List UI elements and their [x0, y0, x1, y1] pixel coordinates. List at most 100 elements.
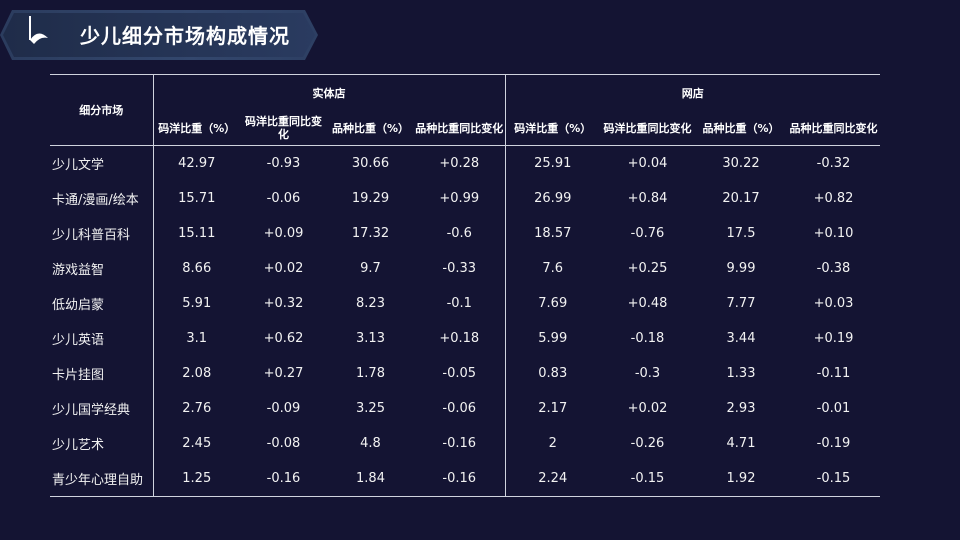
value-cell: 9.99 — [726, 261, 756, 276]
value-cell: +0.02 — [263, 261, 304, 276]
value-cell: -0.3 — [634, 366, 661, 381]
value-cell: 4.8 — [360, 436, 381, 451]
value-cell: +0.82 — [813, 191, 854, 206]
value-cell: +0.48 — [627, 296, 668, 311]
value-cell: -0.6 — [414, 216, 506, 251]
value-cell: +0.09 — [263, 226, 304, 241]
market-name-cell: 少儿科普百科 — [50, 216, 154, 251]
value-cell: +0.03 — [813, 296, 854, 311]
value-cell: +0.84 — [627, 191, 668, 206]
value-cell: +0.99 — [414, 181, 506, 216]
market-name-cell: 游戏益智 — [50, 251, 154, 286]
market-name-cell: 少儿国学经典 — [50, 391, 154, 426]
value-cell: 15.71 — [178, 191, 216, 206]
value-cell: 30.22 — [722, 156, 760, 171]
value-cell: +0.25 — [627, 261, 668, 276]
value-cell: +0.02 — [627, 401, 668, 416]
value-cell: 17.32 — [351, 226, 390, 241]
value-cell: 2.76 — [182, 401, 212, 416]
value-cell: +0.32 — [263, 296, 304, 311]
value-cell: 4.71 — [726, 436, 756, 451]
logo-icon — [29, 16, 48, 44]
column-header: 码洋比重同比变化 — [245, 115, 322, 141]
value-cell: 15.11 — [178, 226, 216, 241]
table-row: 少儿文学 42.97 -0.93 30.66 +0.28 25.91 +0.04 30.22 -… — [50, 145, 880, 181]
value-cell: -0.11 — [816, 366, 851, 381]
title-banner — [0, 10, 318, 60]
value-cell: -0.26 — [630, 436, 665, 451]
value-cell: 7.6 — [542, 261, 564, 276]
value-cell: 2.45 — [182, 436, 212, 451]
market-table-container: 细分市场 实体店 网店 码洋比重（%） 码洋比重同比变化 品种比重（%） 品种比… — [50, 74, 880, 497]
value-cell: 5.91 — [182, 296, 212, 311]
value-cell: 2.17 — [538, 401, 568, 416]
group-header-offline: 实体店 — [153, 74, 506, 111]
value-cell: 2 — [548, 436, 557, 451]
value-cell: 2.24 — [538, 471, 568, 486]
value-cell: 25.91 — [534, 156, 572, 171]
value-cell: 18.57 — [534, 226, 572, 241]
value-cell: -0.19 — [816, 436, 851, 451]
value-cell: 0.83 — [538, 366, 568, 381]
value-cell: 3.13 — [356, 331, 385, 346]
value-cell: -0.05 — [414, 356, 506, 391]
market-name-cell: 少儿艺术 — [50, 426, 154, 461]
value-cell: +0.19 — [813, 331, 854, 346]
value-cell: 30.66 — [351, 156, 390, 171]
table-row: 少儿英语 3.1 +0.62 3.13 +0.18 5.99 -0.18 3.44 +0.19 — [50, 321, 880, 356]
table-column-header-row: 码洋比重（%） 码洋比重同比变化 品种比重（%） 品种比重同比变化 码洋比重（%… — [50, 111, 880, 146]
market-name-cell: 少儿英语 — [50, 321, 154, 356]
table-row: 少儿国学经典 2.76 -0.09 3.25 -0.06 2.17 +0.02 2.93 -0.… — [50, 391, 880, 426]
table-row: 少儿艺术 2.45 -0.08 4.8 -0.16 2 -0.26 4.71 -0.19 — [50, 426, 880, 461]
table-row: 卡片挂图 2.08 +0.27 1.78 -0.05 0.83 -0.3 1.33 -0.11 — [50, 356, 880, 391]
table-row: 卡通/漫画/绘本 15.71 -0.06 19.29 +0.99 26.99 +0.84 20… — [50, 181, 880, 216]
value-cell: -0.18 — [630, 331, 665, 346]
value-cell: 2.93 — [726, 401, 756, 416]
value-cell: -0.32 — [816, 156, 851, 171]
column-header: 码洋比重（%） — [158, 121, 236, 135]
group-header-online: 网店 — [681, 87, 704, 100]
value-cell: 1.33 — [726, 366, 756, 381]
value-cell: 1.84 — [356, 471, 385, 486]
value-cell: -0.1 — [414, 286, 506, 321]
value-cell: +0.27 — [263, 366, 304, 381]
value-cell: +0.62 — [263, 331, 304, 346]
value-cell: 26.99 — [534, 191, 572, 206]
value-cell: -0.16 — [414, 461, 506, 497]
value-cell: -0.06 — [414, 391, 506, 426]
table-row: 游戏益智 8.66 +0.02 9.7 -0.33 7.6 +0.25 9.99 -0.38 — [50, 251, 880, 286]
value-cell: 42.97 — [178, 156, 216, 171]
value-cell: -0.01 — [816, 401, 851, 416]
value-cell: 1.25 — [182, 471, 212, 486]
value-cell: 9.7 — [360, 261, 381, 276]
value-cell: -0.08 — [266, 436, 301, 451]
column-header: 品种比重同比变化 — [414, 111, 506, 146]
value-cell: 1.78 — [356, 366, 385, 381]
row-header: 细分市场 — [50, 74, 154, 146]
value-cell: -0.93 — [266, 156, 301, 171]
value-cell: 2.08 — [182, 366, 212, 381]
market-name-cell: 青少年心理自助 — [50, 461, 154, 497]
table-group-header-row: 细分市场 实体店 网店 — [50, 74, 880, 146]
value-cell: 7.69 — [538, 296, 568, 311]
column-header: 码洋比重（%） — [514, 121, 592, 135]
table-body: 少儿文学 42.97 -0.93 30.66 +0.28 25.91 +0.04 30.22-… — [50, 145, 880, 497]
value-cell: -0.38 — [816, 261, 851, 276]
value-cell: -0.76 — [630, 226, 665, 241]
value-cell: 1.92 — [726, 471, 756, 486]
value-cell: +0.18 — [414, 321, 506, 356]
value-cell: 3.44 — [726, 331, 756, 346]
value-cell: 3.25 — [356, 401, 385, 416]
page-title: 少儿细分市场构成情况 — [80, 24, 290, 48]
market-table: 细分市场 实体店 网店 码洋比重（%） 码洋比重同比变化 品种比重（%） 品种比… — [50, 74, 880, 497]
value-cell: 17.5 — [726, 226, 756, 241]
value-cell: 5.99 — [538, 331, 568, 346]
value-cell: -0.16 — [266, 471, 301, 486]
column-header: 品种比重同比变化 — [789, 121, 878, 135]
value-cell: -0.16 — [414, 426, 506, 461]
value-cell: 8.23 — [356, 296, 385, 311]
market-name-cell: 卡片挂图 — [50, 356, 154, 391]
value-cell: -0.15 — [816, 471, 851, 486]
column-header: 品种比重（%） — [702, 121, 780, 135]
market-name-cell: 卡通/漫画/绘本 — [50, 181, 154, 216]
